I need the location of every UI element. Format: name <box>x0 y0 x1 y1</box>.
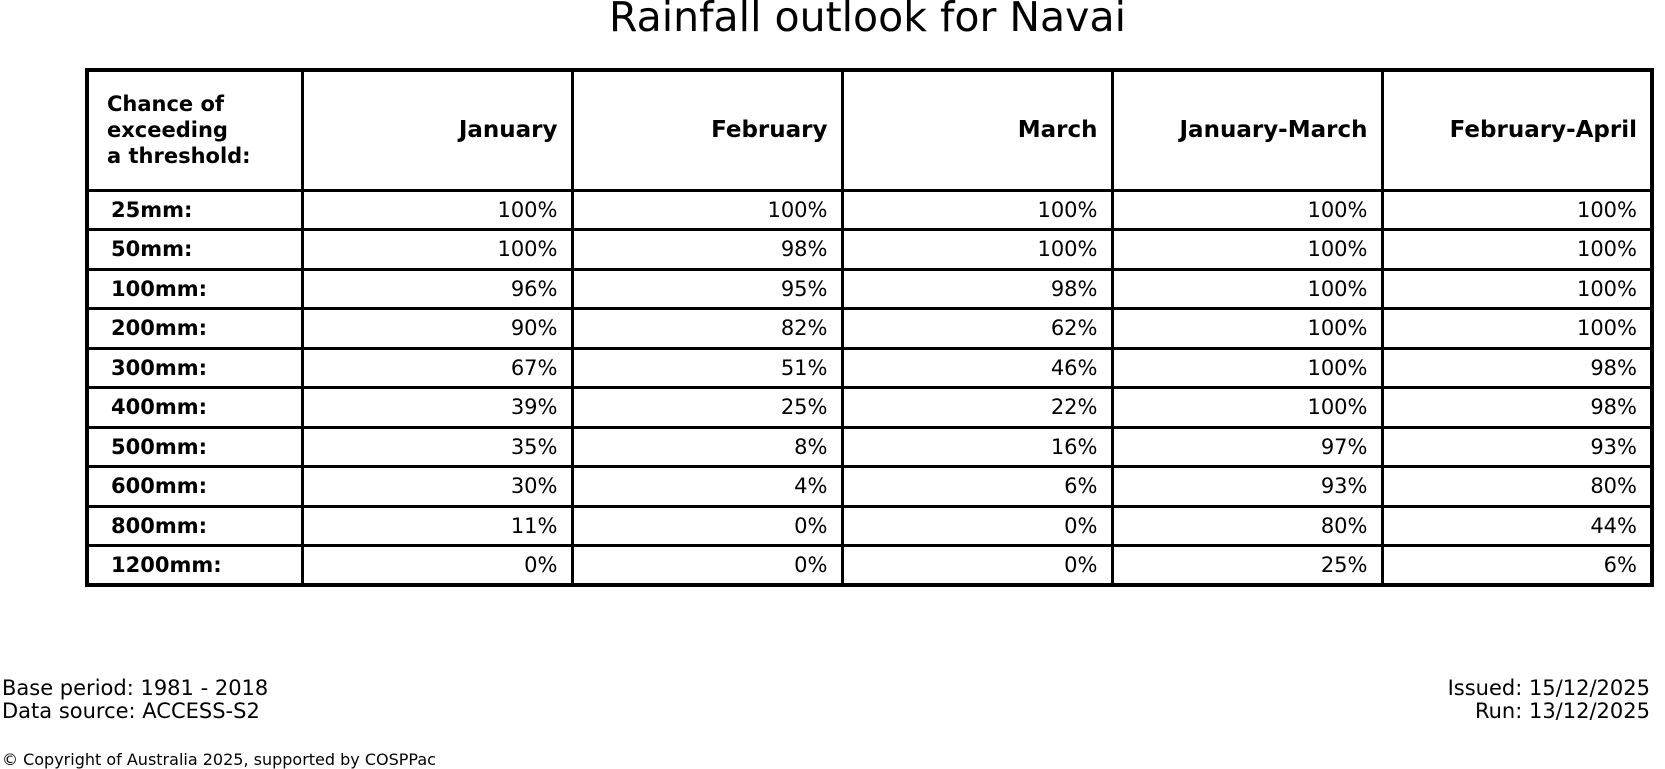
table-row: 200mm: 90% 82% 62% 100% 100% <box>85 307 1654 350</box>
probability-cell: 51% <box>570 346 844 389</box>
table-row: 400mm: 39% 25% 22% 100% 98% <box>85 386 1654 429</box>
table-row: 25mm: 100% 100% 100% 100% 100% <box>85 188 1654 231</box>
threshold-label: 600mm: <box>85 465 304 508</box>
base-period-text: Base period: 1981 - 2018 <box>2 676 269 700</box>
probability-cell: 6% <box>1380 544 1654 587</box>
probability-cell: 98% <box>840 267 1114 310</box>
rainfall-outlook-table: Chance of exceeding a threshold: January… <box>85 68 1654 587</box>
probability-cell: 80% <box>1110 504 1384 547</box>
probability-cell: 6% <box>840 465 1114 508</box>
probability-cell: 90% <box>300 307 574 350</box>
probability-cell: 100% <box>840 228 1114 271</box>
probability-cell: 100% <box>1110 228 1384 271</box>
probability-cell: 96% <box>300 267 574 310</box>
probability-cell: 100% <box>1110 386 1384 429</box>
threshold-label: 400mm: <box>85 386 304 429</box>
threshold-label: 800mm: <box>85 504 304 547</box>
probability-cell: 93% <box>1110 465 1384 508</box>
probability-cell: 35% <box>300 425 574 468</box>
issued-date-text: Issued: 15/12/2025 <box>1447 676 1650 700</box>
probability-cell: 62% <box>840 307 1114 350</box>
column-header-march: March <box>840 68 1114 192</box>
table-row: 800mm: 11% 0% 0% 80% 44% <box>85 504 1654 547</box>
threshold-label: 1200mm: <box>85 544 304 587</box>
probability-cell: 0% <box>300 544 574 587</box>
probability-cell: 98% <box>1380 386 1654 429</box>
probability-cell: 11% <box>300 504 574 547</box>
table-row: 300mm: 67% 51% 46% 100% 98% <box>85 346 1654 389</box>
probability-cell: 100% <box>300 228 574 271</box>
table-row: 50mm: 100% 98% 100% 100% 100% <box>85 228 1654 271</box>
table-row: 600mm: 30% 4% 6% 93% 80% <box>85 465 1654 508</box>
corner-header: Chance of exceeding a threshold: <box>85 68 304 192</box>
probability-cell: 25% <box>570 386 844 429</box>
threshold-label: 100mm: <box>85 267 304 310</box>
probability-cell: 100% <box>300 188 574 231</box>
probability-cell: 100% <box>1380 228 1654 271</box>
probability-cell: 100% <box>1110 346 1384 389</box>
threshold-label: 500mm: <box>85 425 304 468</box>
probability-cell: 25% <box>1110 544 1384 587</box>
probability-cell: 98% <box>1380 346 1654 389</box>
probability-cell: 93% <box>1380 425 1654 468</box>
probability-cell: 0% <box>840 504 1114 547</box>
table-row: 1200mm: 0% 0% 0% 25% 6% <box>85 544 1654 587</box>
probability-cell: 100% <box>1110 307 1384 350</box>
probability-cell: 30% <box>300 465 574 508</box>
threshold-label: 25mm: <box>85 188 304 231</box>
probability-cell: 100% <box>570 188 844 231</box>
probability-cell: 100% <box>1380 307 1654 350</box>
probability-cell: 80% <box>1380 465 1654 508</box>
probability-cell: 98% <box>570 228 844 271</box>
data-source-text: Data source: ACCESS-S2 <box>2 699 260 723</box>
column-header-february: February <box>570 68 844 192</box>
column-header-january-march: January-March <box>1110 68 1384 192</box>
footer-left-block: Base period: 1981 - 2018 Data source: AC… <box>2 677 268 723</box>
probability-cell: 0% <box>840 544 1114 587</box>
table-row: 500mm: 35% 8% 16% 97% 93% <box>85 425 1654 468</box>
threshold-label: 200mm: <box>85 307 304 350</box>
copyright-text: © Copyright of Australia 2025, supported… <box>2 750 436 769</box>
probability-cell: 44% <box>1380 504 1654 547</box>
probability-cell: 97% <box>1110 425 1384 468</box>
probability-cell: 22% <box>840 386 1114 429</box>
run-date-text: Run: 13/12/2025 <box>1474 699 1650 723</box>
probability-cell: 46% <box>840 346 1114 389</box>
probability-cell: 16% <box>840 425 1114 468</box>
probability-cell: 100% <box>840 188 1114 231</box>
column-header-january: January <box>300 68 574 192</box>
footer-right-block: Issued: 15/12/2025 Run: 13/12/2025 <box>1448 677 1650 723</box>
probability-cell: 95% <box>570 267 844 310</box>
threshold-label: 50mm: <box>85 228 304 271</box>
probability-cell: 82% <box>570 307 844 350</box>
page-title: Rainfall outlook for Navai <box>609 0 1126 41</box>
probability-cell: 8% <box>570 425 844 468</box>
header-row: Chance of exceeding a threshold: January… <box>85 68 1654 192</box>
probability-cell: 100% <box>1110 188 1384 231</box>
probability-cell: 0% <box>570 544 844 587</box>
probability-cell: 67% <box>300 346 574 389</box>
probability-cell: 100% <box>1110 267 1384 310</box>
probability-cell: 0% <box>570 504 844 547</box>
probability-cell: 100% <box>1380 188 1654 231</box>
threshold-label: 300mm: <box>85 346 304 389</box>
table-row: 100mm: 96% 95% 98% 100% 100% <box>85 267 1654 310</box>
probability-cell: 100% <box>1380 267 1654 310</box>
probability-cell: 39% <box>300 386 574 429</box>
column-header-february-april: February-April <box>1380 68 1654 192</box>
probability-cell: 4% <box>570 465 844 508</box>
